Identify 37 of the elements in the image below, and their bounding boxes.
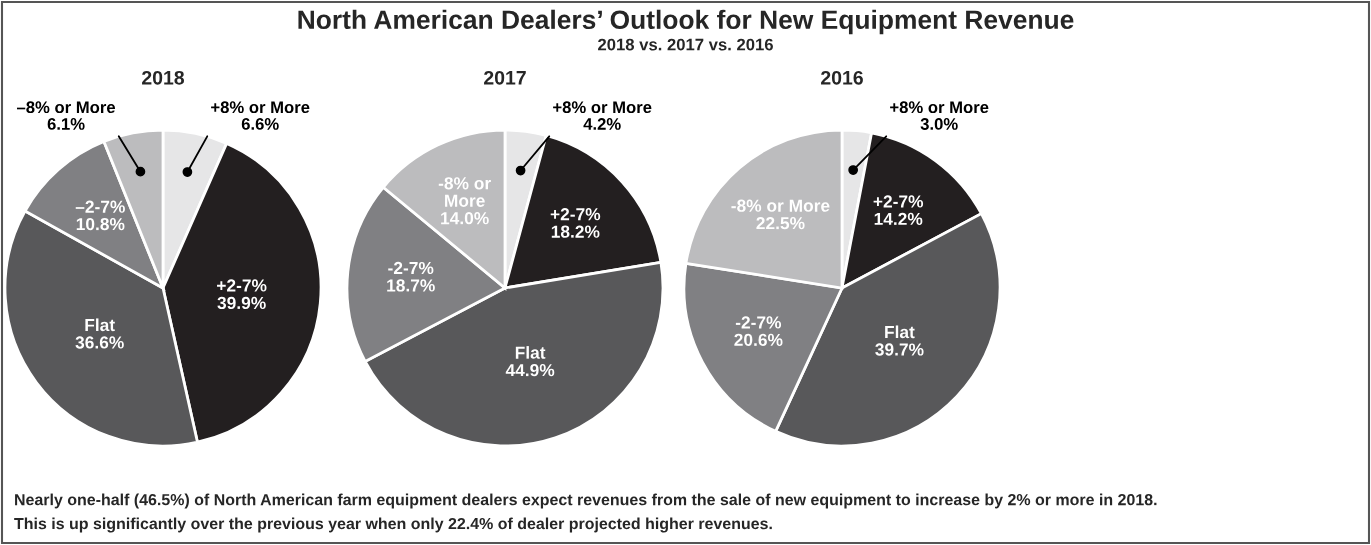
data-label: 39.7% (875, 343, 924, 356)
data-label: 18.7% (387, 279, 435, 292)
data-label: 36.6% (75, 336, 124, 349)
data-label: 18.2% (551, 225, 600, 238)
data-label: 14.2% (874, 212, 923, 225)
slice-label: –2-7% (75, 200, 125, 213)
slice-label: -8% or More (731, 199, 830, 212)
data-label: 22.5% (756, 217, 805, 230)
chart-title: 2016 (821, 70, 863, 85)
data-label: 44.9% (505, 363, 555, 377)
slice-label: +2-7% (873, 195, 924, 208)
slice-label: +8% or More (890, 101, 989, 114)
text: Nearly one-half (46.5%) of North American farm equipment dealers expect revenues from the sale of new equipment to increase by 2% or more in 2018. (15, 493, 1157, 509)
slice-label: -8% or More (438, 177, 491, 207)
text: 2018 vs. 2017 vs. 2016 (598, 38, 773, 51)
slice-label: +2-7% (217, 279, 267, 292)
text: This is up significantly over the previous year when only 22.4% of dealer projected higher revenues. (14, 517, 772, 533)
chart-title: 2018 (142, 70, 185, 85)
slice-label: +8% or More (553, 101, 652, 114)
slice-label: +8% or More (211, 101, 310, 114)
data-label: 39.9% (217, 296, 266, 310)
data-label: 10.8% (76, 217, 125, 231)
data-label: 6.1% (47, 118, 85, 130)
data-label: 3.0% (920, 118, 958, 130)
chart-title: 2017 (484, 70, 526, 85)
slice-label: -2-7% (735, 316, 782, 329)
slice-label: +2-7% (550, 208, 601, 221)
slice-label: Flat (85, 318, 115, 332)
slice-label: Flat (885, 325, 915, 339)
slice-label: Flat (515, 346, 546, 359)
data-label: 14.0% (441, 212, 489, 225)
text: North American Dealers’ Outlook for New Equipment Revenue (298, 9, 1074, 35)
data-label: 6.6% (241, 118, 279, 130)
slice-label: -2-7% (388, 261, 434, 275)
data-label: 20.6% (734, 333, 783, 346)
data-label: 4.2% (583, 118, 621, 130)
slice-label: –8% or More (17, 101, 116, 114)
